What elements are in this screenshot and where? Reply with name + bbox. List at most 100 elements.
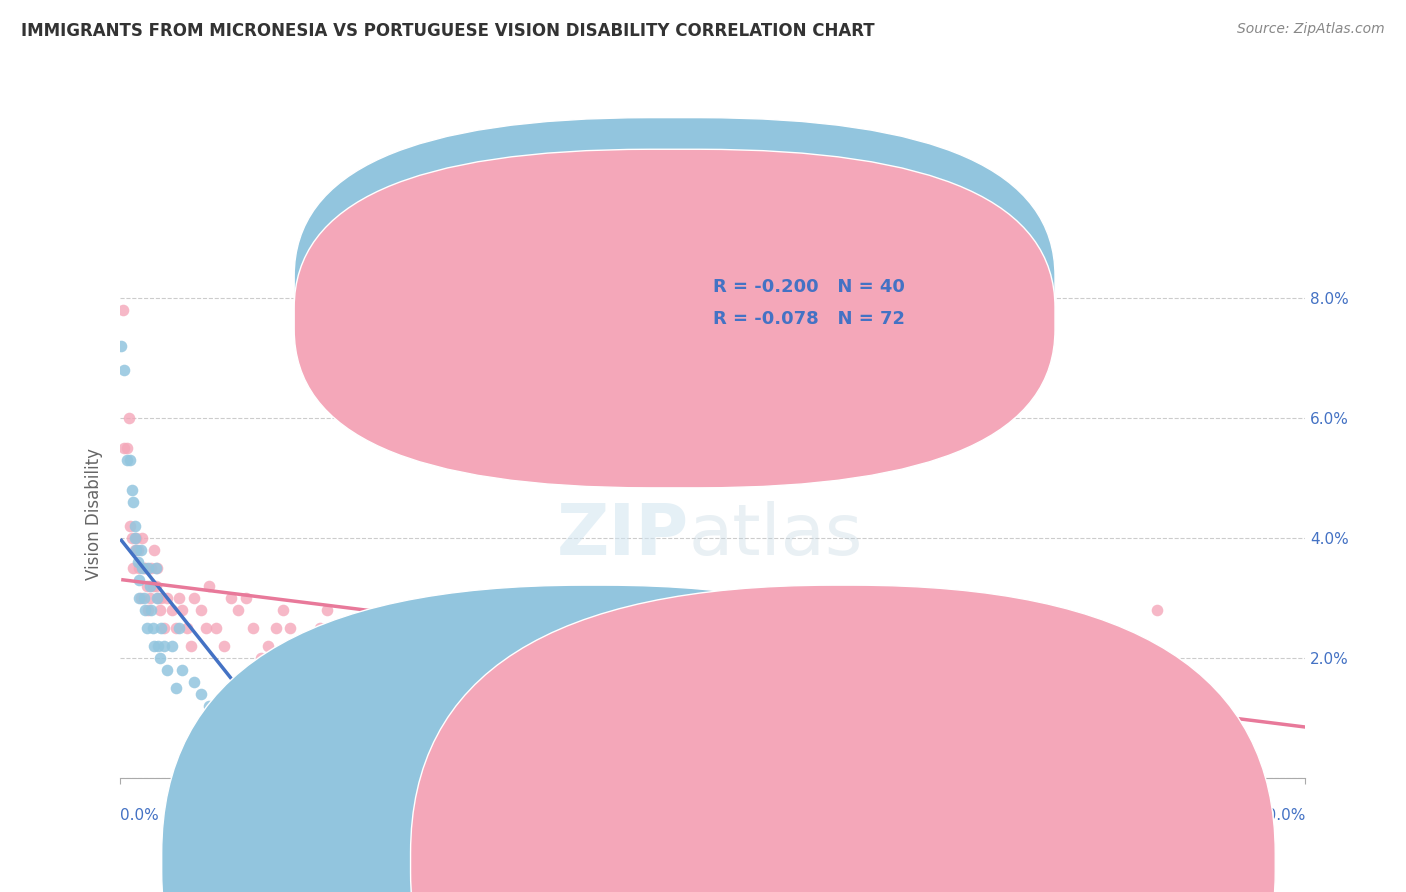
Point — [309, 621, 332, 635]
FancyBboxPatch shape — [294, 149, 1054, 488]
Point — [160, 639, 183, 653]
Point — [194, 621, 217, 635]
Point — [672, 603, 695, 617]
Point — [148, 639, 170, 653]
Point — [128, 591, 150, 606]
Point — [125, 543, 148, 558]
Point — [479, 651, 502, 665]
Point — [375, 621, 398, 635]
Point — [135, 621, 157, 635]
Point — [156, 663, 179, 677]
Point — [278, 621, 301, 635]
Point — [110, 339, 132, 353]
Point — [278, 687, 301, 701]
Point — [124, 543, 146, 558]
Y-axis label: Vision Disability: Vision Disability — [86, 448, 103, 580]
Point — [156, 591, 179, 606]
Point — [132, 561, 155, 575]
Point — [139, 561, 162, 575]
Point — [205, 621, 228, 635]
Text: IMMIGRANTS FROM MICRONESIA VS PORTUGUESE VISION DISABILITY CORRELATION CHART: IMMIGRANTS FROM MICRONESIA VS PORTUGUESE… — [21, 22, 875, 40]
Point — [775, 621, 797, 635]
Point — [112, 363, 135, 377]
Point — [271, 675, 294, 690]
Point — [112, 442, 135, 456]
Point — [143, 543, 166, 558]
Point — [149, 651, 172, 665]
Point — [183, 675, 205, 690]
Point — [294, 711, 316, 725]
Point — [731, 591, 754, 606]
Point — [242, 621, 264, 635]
Point — [122, 561, 145, 575]
Text: R = -0.200   N = 40: R = -0.200 N = 40 — [713, 278, 904, 296]
Point — [190, 687, 212, 701]
Point — [294, 657, 316, 671]
Point — [150, 621, 173, 635]
Point — [150, 591, 173, 606]
Text: ZIP: ZIP — [557, 500, 689, 570]
Point — [180, 639, 202, 653]
Point — [134, 561, 156, 575]
Text: 80.0%: 80.0% — [1257, 808, 1305, 823]
Point — [219, 591, 242, 606]
Point — [257, 639, 280, 653]
Point — [129, 591, 152, 606]
Point — [582, 639, 605, 653]
Point — [146, 561, 169, 575]
Point — [420, 657, 443, 671]
Text: Portuguese: Portuguese — [858, 854, 945, 869]
Point — [129, 543, 152, 558]
Point — [136, 603, 159, 617]
Point — [165, 621, 187, 635]
Point — [124, 531, 146, 545]
Point — [702, 621, 724, 635]
Point — [405, 639, 427, 653]
Point — [142, 579, 165, 593]
Point — [153, 639, 176, 653]
Point — [176, 621, 198, 635]
Point — [122, 495, 145, 509]
Point — [125, 531, 148, 545]
Text: Immigrants from Micronesia: Immigrants from Micronesia — [609, 854, 824, 869]
Point — [316, 603, 339, 617]
Point — [124, 519, 146, 533]
Point — [271, 603, 294, 617]
Point — [434, 657, 457, 671]
Point — [249, 651, 271, 665]
Text: 0.0%: 0.0% — [120, 808, 159, 823]
Point — [145, 561, 167, 575]
Point — [146, 591, 169, 606]
Point — [360, 681, 382, 695]
Point — [627, 621, 650, 635]
Point — [111, 303, 134, 318]
Point — [190, 603, 212, 617]
Point — [165, 681, 187, 695]
Point — [391, 651, 413, 665]
Point — [198, 579, 221, 593]
Point — [1146, 603, 1168, 617]
Point — [167, 621, 190, 635]
Point — [136, 561, 159, 575]
Point — [198, 698, 221, 713]
Point — [228, 603, 250, 617]
Point — [523, 663, 546, 677]
Point — [172, 663, 194, 677]
Point — [117, 442, 139, 456]
Point — [127, 555, 149, 569]
Point — [148, 591, 170, 606]
Point — [121, 483, 143, 498]
Point — [142, 621, 165, 635]
Text: atlas: atlas — [689, 500, 863, 570]
Point — [143, 639, 166, 653]
Point — [553, 621, 575, 635]
Point — [120, 453, 142, 467]
Point — [153, 621, 176, 635]
Text: Source: ZipAtlas.com: Source: ZipAtlas.com — [1237, 22, 1385, 37]
Point — [120, 519, 142, 533]
Point — [301, 639, 323, 653]
Point — [134, 603, 156, 617]
Point — [346, 639, 368, 653]
Point — [128, 573, 150, 587]
Point — [264, 621, 287, 635]
